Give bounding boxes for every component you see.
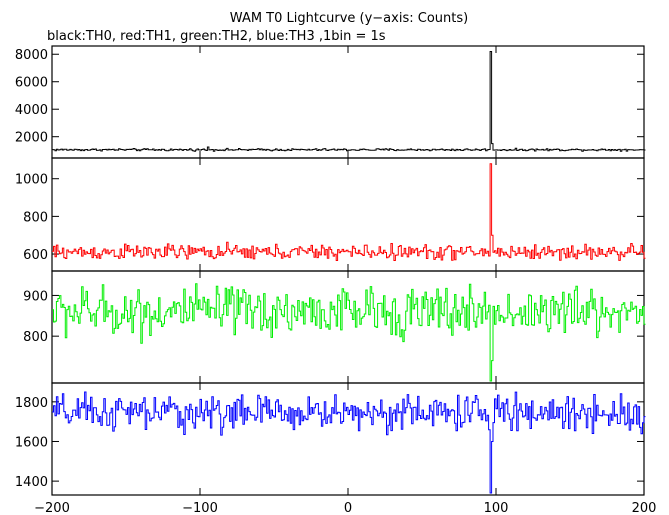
y-tick-label: 800 bbox=[23, 330, 48, 345]
y-tick-label: 2000 bbox=[15, 131, 48, 146]
y-tick-label: 1800 bbox=[15, 396, 48, 411]
panels-group: 2000400060008000600800100080090014001600… bbox=[15, 45, 657, 515]
series-line-TH0 bbox=[52, 51, 646, 152]
x-tick-label: −200 bbox=[34, 501, 70, 515]
x-tick-label: 0 bbox=[344, 501, 352, 515]
y-tick-label: 1600 bbox=[15, 435, 48, 450]
chart-subtitle: black:TH0, red:TH1, green:TH2, blue:TH3 … bbox=[47, 29, 386, 44]
y-tick-label: 8000 bbox=[15, 48, 48, 63]
x-tick-label: −100 bbox=[182, 501, 218, 515]
y-tick-label: 6000 bbox=[15, 76, 48, 91]
y-tick-label: 1000 bbox=[15, 173, 48, 188]
x-tick-label: 100 bbox=[484, 501, 509, 515]
panel-frame-TH3 bbox=[51, 382, 645, 496]
series-line-TH2 bbox=[52, 283, 646, 382]
series-line-TH3 bbox=[52, 391, 646, 494]
y-tick-label: 600 bbox=[23, 248, 48, 263]
series-line-TH1 bbox=[52, 163, 646, 261]
y-tick-label: 800 bbox=[23, 210, 48, 225]
chart-title: WAM T0 Lightcurve (y−axis: Counts) bbox=[230, 11, 468, 26]
y-tick-label: 900 bbox=[23, 289, 48, 304]
y-tick-label: 1400 bbox=[15, 475, 48, 490]
y-tick-label: 4000 bbox=[15, 103, 48, 118]
x-tick-label: 200 bbox=[632, 501, 657, 515]
panel-frame-TH0 bbox=[51, 45, 645, 159]
